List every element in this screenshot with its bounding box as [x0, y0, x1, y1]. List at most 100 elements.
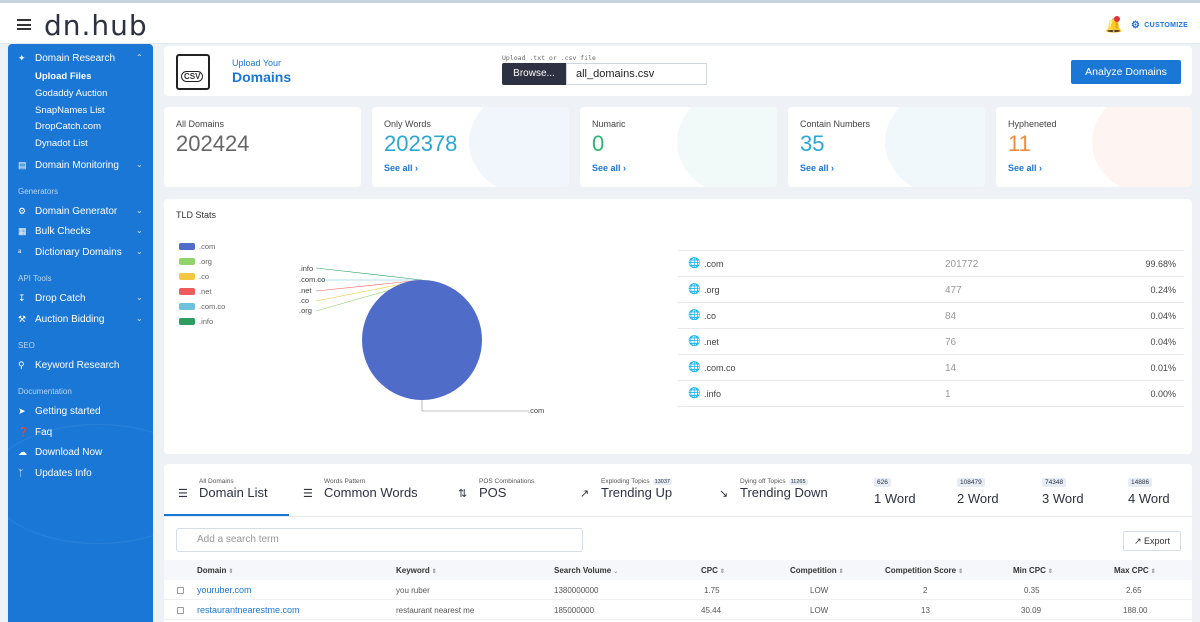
column-competition[interactable]: Competition ⇕ [790, 566, 844, 575]
domain-link[interactable]: restaurantnearestme.com [197, 605, 300, 615]
column-label: Max CPC [1114, 566, 1149, 575]
sidebar-item-domain-generator[interactable]: ⚙ Domain Generator ⌄ [18, 206, 143, 217]
sort-icon: ⇕ [228, 569, 234, 575]
sidebar-item-faq[interactable]: ❓ Faq [18, 427, 52, 438]
column-min-cpc[interactable]: Min CPC ⇕ [1013, 566, 1053, 575]
sidebar-subitem-dynadot[interactable]: Dynadot List [35, 138, 88, 149]
tld-percent: 0.04% [1150, 311, 1176, 321]
globe-icon: 🌐 [688, 310, 701, 321]
analyze-domains-button[interactable]: Analyze Domains [1071, 60, 1181, 84]
rocket-icon: ➤ [18, 406, 26, 416]
search-icon: ⚲ [18, 360, 25, 370]
pie-label-org: .org [299, 306, 312, 315]
table-row[interactable]: youruber.com you ruber 1380000000 1.75 L… [164, 580, 1192, 600]
sidebar-item-dictionary-domains[interactable]: ᵃ Dictionary Domains ⌄ [18, 247, 143, 258]
sidebar-item-auction-bidding[interactable]: ⚒ Auction Bidding ⌄ [18, 314, 143, 325]
word-count-badge: 626 [874, 478, 891, 487]
legend-item[interactable]: .com.co [179, 302, 225, 311]
grid-icon: ▦ [18, 226, 27, 236]
tld-count: 76 [945, 337, 957, 348]
decorative-blob [1092, 107, 1192, 187]
pie-label-net: .net [299, 286, 312, 295]
pie-slice-com[interactable] [362, 280, 482, 400]
upload-card: CSV Upload Your Domains Upload .txt or .… [164, 46, 1192, 96]
csv-label: CSV [181, 71, 204, 82]
row-checkbox[interactable] [177, 587, 184, 594]
gear-icon: ⚙ [18, 206, 27, 216]
domain-list-card: ☰ All Domains Domain List ☰ Words Patter… [164, 464, 1192, 622]
tld-row[interactable]: 🌐 .net 76 0.04% [678, 329, 1184, 355]
column-domain[interactable]: Domain ⇕ [197, 566, 233, 575]
sidebar: ✦ Domain Research ⌃ Upload Files Godaddy A… [8, 44, 153, 622]
see-all-link[interactable]: See all › [1008, 163, 1043, 173]
legend-item[interactable]: .com [179, 242, 215, 251]
see-all-link[interactable]: See all › [384, 163, 419, 173]
tab-big-label: Trending Down [740, 485, 828, 500]
sidebar-subitem-godaddy[interactable]: Godaddy Auction [35, 88, 108, 99]
column-max-cpc[interactable]: Max CPC ⇕ [1114, 566, 1156, 575]
decorative-blob [885, 107, 985, 187]
section-api-tools: API Tools [18, 274, 52, 283]
row-checkbox[interactable] [177, 607, 184, 614]
chevron-up-icon: ⌃ [136, 53, 143, 62]
column-search-volume[interactable]: Search Volume ⌄ [554, 566, 618, 575]
tld-percent: 0.04% [1150, 337, 1176, 347]
sidebar-item-label: Dictionary Domains [35, 247, 122, 258]
tld-row[interactable]: 🌐 .co 84 0.04% [678, 303, 1184, 329]
stat-label: Contain Numbers [800, 119, 871, 129]
sidebar-item-updates-info[interactable]: ᛉ Updates Info [18, 468, 92, 479]
sort-icon: ⇕ [431, 569, 437, 575]
stat-label: All Domains [176, 119, 225, 129]
legend-item[interactable]: .net [179, 287, 212, 296]
column-competition-score[interactable]: Competition Score ⇕ [885, 566, 963, 575]
tld-stats-title: TLD Stats [176, 210, 217, 220]
tld-name: .com.co [704, 363, 736, 373]
sidebar-subitem-snapnames[interactable]: SnapNames List [35, 105, 105, 116]
export-button[interactable]: ↗ Export [1123, 531, 1181, 551]
sidebar-item-download-now[interactable]: ☁ Download Now [18, 447, 102, 458]
max-cpc-cell: 2.65 [1126, 586, 1142, 595]
search-input[interactable]: Add a search term [176, 528, 583, 552]
tld-row[interactable]: 🌐 .org 477 0.24% [678, 277, 1184, 303]
sidebar-item-domain-research[interactable]: ✦ Domain Research ⌃ [18, 53, 143, 64]
tld-count: 201772 [945, 259, 979, 270]
domain-link[interactable]: youruber.com [197, 585, 252, 595]
logo[interactable]: dn.hub [44, 9, 148, 42]
browse-button[interactable]: Browse... [502, 63, 566, 85]
tld-row[interactable]: 🌐 .info 1 0.00% [678, 381, 1184, 407]
sidebar-item-bulk-checks[interactable]: ▦ Bulk Checks ⌄ [18, 226, 143, 237]
sidebar-subitem-upload-files[interactable]: Upload Files [35, 71, 92, 82]
tab-small-label: Dying off Topics 11265 [740, 478, 808, 485]
min-cpc-cell: 0.35 [1024, 586, 1040, 595]
tld-name: .com [704, 259, 724, 269]
stat-label: Only Words [384, 119, 431, 129]
column-keyword[interactable]: Keyword ⇕ [396, 566, 437, 575]
section-documentation: Documentation [18, 387, 72, 396]
sidebar-item-getting-started[interactable]: ➤ Getting started [18, 406, 101, 417]
legend-label: .org [199, 257, 212, 266]
table-row[interactable]: restaurantnearestme.com restaurant neare… [164, 600, 1192, 620]
file-name-field[interactable]: all_domains.csv [566, 63, 707, 85]
legend-item[interactable]: .co [179, 272, 209, 281]
chevron-down-icon: ⌄ [136, 293, 143, 302]
hamburger-menu-icon[interactable] [17, 19, 31, 30]
word-tab-label: 2 Word [957, 491, 999, 506]
see-all-link[interactable]: See all › [592, 163, 627, 173]
sidebar-item-keyword-research[interactable]: ⚲ Keyword Research [18, 360, 119, 371]
tab-small-label: POS Combinations [479, 478, 535, 485]
min-cpc-cell: 30.09 [1021, 606, 1042, 615]
tab-big-label: Domain List [199, 485, 268, 500]
legend-item[interactable]: .info [179, 317, 213, 326]
sort-icon: ⇕ [958, 569, 964, 575]
column-cpc[interactable]: CPC ⇕ [701, 566, 725, 575]
see-all-link[interactable]: See all › [800, 163, 835, 173]
tld-row[interactable]: 🌐 .com 201772 99.68% [678, 251, 1184, 277]
legend-item[interactable]: .org [179, 257, 212, 266]
list-icon: ☰ [178, 488, 188, 500]
sidebar-item-drop-catch[interactable]: ↧ Drop Catch ⌄ [18, 293, 143, 304]
customize-button[interactable]: ⚙ CUSTOMIZE [1131, 20, 1188, 31]
tld-row[interactable]: 🌐 .com.co 14 0.01% [678, 355, 1184, 381]
sidebar-item-domain-monitoring[interactable]: ▤ Domain Monitoring ⌄ [18, 160, 143, 171]
sidebar-subitem-dropcatch[interactable]: DropCatch.com [35, 121, 101, 132]
active-tab-indicator [164, 514, 289, 516]
